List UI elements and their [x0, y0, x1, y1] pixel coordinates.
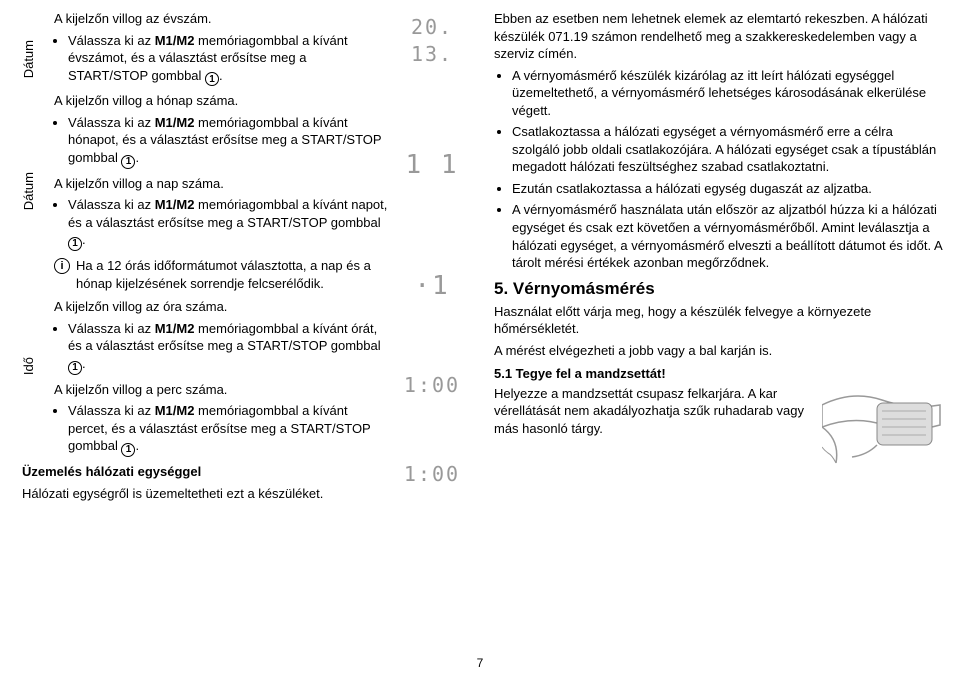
section-5-p2: A mérést elvégezheti a jobb vagy a bal k…	[494, 342, 942, 360]
hour-blink: A kijelzőn villog az óra száma.	[54, 298, 388, 316]
year-blink: A kijelzőn villog az évszám.	[54, 10, 388, 28]
right-column: Ebben az esetben nem lehetnek elemek az …	[494, 10, 942, 506]
display-day: ·1	[414, 269, 449, 304]
right-b4: A vérnyomásmérő használata után először …	[512, 201, 942, 271]
lcd-displays: 20. 13. 1 1 ·1 1:00 1:00	[388, 10, 476, 506]
circled-one-icon: 1	[205, 72, 219, 86]
section-5-1-title: 5.1 Tegye fel a mandzsettát!	[494, 365, 942, 383]
display-min: 1:00	[404, 461, 460, 488]
right-b1: A vérnyomásmérő készülék kizárólag az it…	[512, 67, 942, 120]
right-b3: Ezután csatlakoztassa a hálózati egység …	[512, 180, 942, 198]
label-ido: Idő	[20, 357, 38, 375]
day-blink: A kijelzőn villog a nap száma.	[54, 175, 388, 193]
circled-one-icon: 1	[121, 155, 135, 169]
right-bullets: A vérnyomásmérő készülék kizárólag az it…	[494, 67, 942, 272]
info-12h-text: Ha a 12 órás időformátumot választotta, …	[76, 257, 388, 292]
left-text: A kijelzőn villog az évszám. Válassza ki…	[40, 10, 388, 506]
year-select-item: Válassza ki az M1/M2 memóriagombbal a kí…	[68, 32, 388, 87]
rotated-labels: Dátum Dátum Idő	[18, 10, 40, 506]
section-5-p1: Használat előtt várja meg, hogy a készül…	[494, 303, 942, 338]
year-bullet: Válassza ki az M1/M2 memóriagombbal a kí…	[40, 32, 388, 87]
page-content: Dátum Dátum Idő A kijelzőn villog az évs…	[18, 10, 942, 506]
left-content: A kijelzőn villog az évszám. Válassza ki…	[40, 10, 476, 506]
display-hour: 1:00	[404, 372, 460, 399]
label-datum-2: Dátum	[20, 172, 38, 210]
display-month: 1 1	[406, 148, 459, 183]
hour-bullet: Válassza ki az M1/M2 memóriagombbal a kí…	[40, 320, 388, 375]
page-number: 7	[0, 655, 960, 671]
month-select-item: Válassza ki az M1/M2 memóriagombbal a kí…	[68, 114, 388, 169]
circled-one-icon: 1	[121, 443, 135, 457]
left-column: Dátum Dátum Idő A kijelzőn villog az évs…	[18, 10, 476, 506]
day-select-item: Válassza ki az M1/M2 memóriagombbal a kí…	[68, 196, 388, 251]
cuff-instruction: Helyezze a mandzsettát csupasz felkarjár…	[494, 385, 942, 465]
min-blink: A kijelzőn villog a perc száma.	[54, 381, 388, 399]
mains-title: Üzemelés hálózati egységgel	[22, 464, 201, 479]
cuff-text: Helyezze a mandzsettát csupasz felkarjár…	[494, 385, 814, 438]
arm-cuff-illustration	[822, 385, 942, 465]
hour-select-item: Válassza ki az M1/M2 memóriagombbal a kí…	[68, 320, 388, 375]
min-bullet: Válassza ki az M1/M2 memóriagombbal a kí…	[40, 402, 388, 457]
mains-text: Hálózati egységről is üzemeltetheti ezt …	[22, 485, 388, 503]
day-bullet: Válassza ki az M1/M2 memóriagombbal a kí…	[40, 196, 388, 251]
month-blink: A kijelzőn villog a hónap száma.	[54, 92, 388, 110]
info-icon: i	[54, 258, 70, 274]
circled-one-icon: 1	[68, 237, 82, 251]
info-12h: i Ha a 12 órás időformátumot választotta…	[40, 257, 388, 292]
right-b2: Csatlakoztassa a hálózati egységet a vér…	[512, 123, 942, 176]
right-intro: Ebben az esetben nem lehetnek elemek az …	[494, 10, 942, 63]
display-year: 20. 13.	[388, 14, 476, 68]
section-5-title: 5. Vérnyomásmérés	[494, 278, 942, 301]
min-select-item: Válassza ki az M1/M2 memóriagombbal a kí…	[68, 402, 388, 457]
month-bullet: Válassza ki az M1/M2 memóriagombbal a kí…	[40, 114, 388, 169]
label-datum-1: Dátum	[20, 40, 38, 78]
circled-one-icon: 1	[68, 361, 82, 375]
